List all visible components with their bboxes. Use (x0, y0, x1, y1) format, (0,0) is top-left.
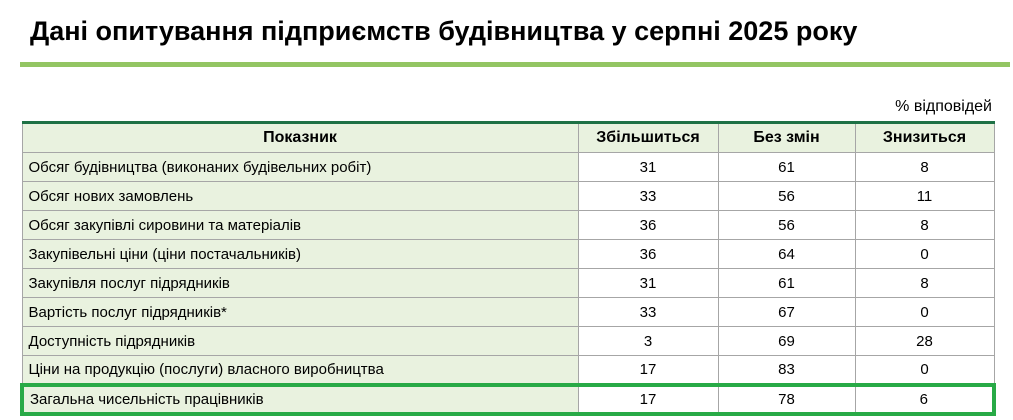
table-row: Закупівельні ціни (ціни постачальників) … (21, 239, 995, 269)
table-row: Обсяг закупівлі сировини та матеріалів 3… (21, 210, 995, 240)
cell-value: 67 (717, 297, 856, 327)
cell-value: 36 (577, 210, 719, 240)
row-label: Закупівля послуг підрядників (21, 268, 579, 298)
cell-value: 69 (717, 326, 856, 356)
title-underline-bar (20, 62, 1010, 67)
cell-value: 61 (717, 268, 856, 298)
table-row: Обсяг будівництва (виконаних будівельних… (21, 152, 995, 182)
cell-value: 56 (717, 181, 856, 211)
cell-value: 78 (717, 382, 856, 416)
table-row-highlighted: Загальна чисельність працівників 17 78 6 (20, 382, 996, 416)
cell-value: 31 (577, 152, 719, 182)
cell-value: 0 (854, 239, 995, 269)
table-row: Вартість послуг підрядників* 33 67 0 (21, 297, 995, 327)
cell-value: 6 (854, 382, 996, 416)
cell-value: 36 (577, 239, 719, 269)
cell-value: 61 (717, 152, 856, 182)
cell-value: 8 (854, 268, 995, 298)
table-header-row: Показник Збільшиться Без змін Знизиться (21, 122, 995, 153)
column-header-indicator: Показник (21, 122, 579, 153)
row-label: Обсяг закупівлі сировини та матеріалів (21, 210, 579, 240)
column-header-decrease: Знизиться (854, 122, 995, 153)
row-label: Обсяг нових замовлень (21, 181, 579, 211)
column-header-increase: Збільшиться (577, 122, 719, 153)
cell-value: 8 (854, 152, 995, 182)
row-label: Вартість послуг підрядників* (21, 297, 579, 327)
cell-value: 64 (717, 239, 856, 269)
row-label: Ціни на продукцію (послуги) власного вир… (21, 355, 579, 385)
cell-value: 8 (854, 210, 995, 240)
cell-value: 17 (577, 355, 719, 385)
survey-table: Показник Збільшиться Без змін Знизиться … (20, 121, 996, 416)
cell-value: 83 (717, 355, 856, 385)
cell-value: 0 (854, 297, 995, 327)
table-row: Закупівля послуг підрядників 31 61 8 (21, 268, 995, 298)
row-label: Обсяг будівництва (виконаних будівельних… (21, 152, 579, 182)
cell-value: 0 (854, 355, 995, 385)
table-row: Обсяг нових замовлень 33 56 11 (21, 181, 995, 211)
cell-value: 3 (577, 326, 719, 356)
cell-value: 31 (577, 268, 719, 298)
column-header-no-change: Без змін (717, 122, 856, 153)
cell-value: 28 (854, 326, 995, 356)
cell-value: 11 (854, 181, 995, 211)
row-label: Загальна чисельність працівників (20, 382, 579, 416)
table-row: Ціни на продукцію (послуги) власного вир… (21, 355, 995, 385)
table-row: Доступність підрядників 3 69 28 (21, 326, 995, 356)
cell-value: 33 (577, 297, 719, 327)
page-title: Дані опитування підприємств будівництва … (30, 16, 858, 46)
percent-note: % відповідей (895, 98, 992, 115)
cell-value: 17 (577, 382, 719, 416)
row-label: Закупівельні ціни (ціни постачальників) (21, 239, 579, 269)
cell-value: 33 (577, 181, 719, 211)
cell-value: 56 (717, 210, 856, 240)
row-label: Доступність підрядників (21, 326, 579, 356)
